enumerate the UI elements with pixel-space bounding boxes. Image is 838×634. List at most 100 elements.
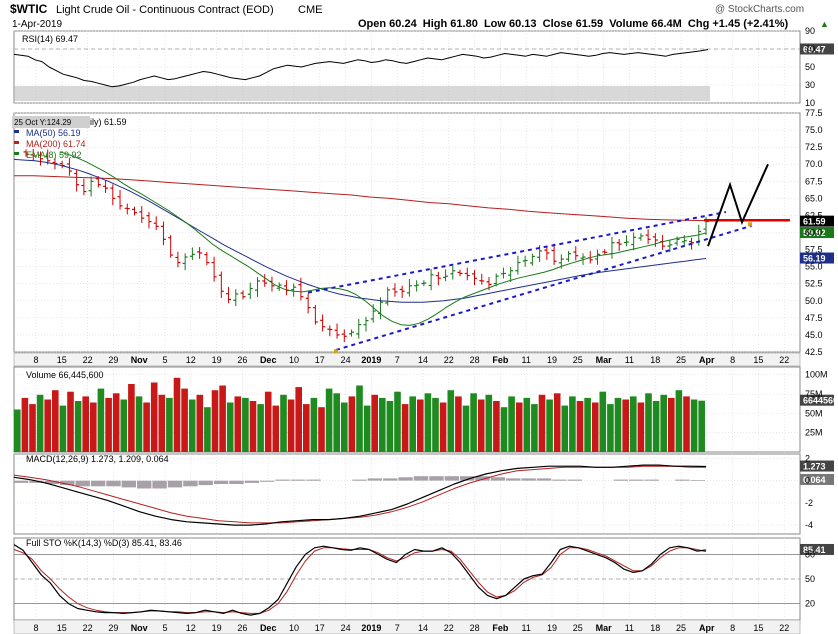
volume-bar	[97, 388, 105, 452]
y-tick-label-vol: 75M	[805, 389, 823, 399]
macd-histogram-bar	[75, 480, 90, 487]
macd-histogram-bar	[567, 479, 582, 481]
volume-bar	[439, 402, 447, 452]
x-tick-label-top: 7	[395, 355, 400, 365]
y-tick-label-macd: -4	[805, 520, 813, 530]
y-tick-label-macd: -2	[805, 498, 813, 508]
volume-bar	[614, 397, 622, 452]
ma50-value-label: 56.19	[803, 254, 826, 264]
ma50-swatch	[14, 130, 19, 133]
projected-path	[707, 163, 769, 247]
volume-bar	[128, 384, 135, 452]
macd-histogram-bar	[275, 479, 290, 481]
macd-histogram-bar	[690, 480, 705, 481]
macd-line	[13, 464, 707, 526]
sto-k-line	[13, 544, 707, 616]
panel-frame-macd	[13, 453, 801, 535]
macd-histogram-bar	[260, 480, 275, 482]
volume-value-label-box	[800, 394, 834, 406]
volume-bar	[249, 401, 257, 452]
volume-bar	[630, 396, 637, 452]
volume-bar	[569, 396, 576, 452]
volume-bar	[287, 399, 295, 452]
macd-histogram-bar	[183, 480, 198, 487]
volume-bar	[652, 401, 660, 452]
macd-histogram-bar	[444, 476, 459, 481]
upper-trendline	[307, 211, 727, 294]
volume-bar	[29, 404, 36, 452]
macd-histogram-bar	[629, 479, 644, 481]
macd-histogram-bar	[14, 480, 29, 483]
volume-bar	[74, 401, 82, 452]
rsi-legend: RSI(14) 69.47	[22, 34, 78, 44]
volume-bar	[508, 396, 515, 452]
volume-bar	[645, 393, 652, 452]
volume-bar	[424, 393, 432, 452]
volume-bar	[523, 397, 531, 452]
x-tick-label-bottom: 7	[395, 623, 400, 633]
macd-histogram-bar	[552, 479, 567, 481]
macd-histogram-bar	[60, 480, 75, 486]
y-tick-label-rsi: 90	[805, 26, 815, 36]
date-tooltip-box	[12, 116, 90, 128]
stockcharts-watermark: @ StockCharts.com	[715, 4, 804, 15]
ema8-line	[59, 151, 707, 326]
ema8-legend: EMA(8) 59.92	[26, 150, 82, 160]
volume-bar	[204, 407, 211, 452]
volume-panel: Volume 66,445,600 66445600	[14, 370, 838, 452]
x-tick-label-bottom: 19	[547, 623, 557, 633]
sto-value-label-box	[800, 543, 834, 555]
x-tick-label-top: 2019	[361, 355, 381, 365]
ma50-legend: MA(50) 56.19	[26, 128, 81, 138]
x-tick-label-top: 24	[341, 355, 351, 365]
instrument-name: Light Crude Oil - Continuous Contract (E…	[56, 4, 274, 16]
x-tick-label-bottom: Apr	[699, 623, 715, 633]
x-tick-label-top: 22	[83, 355, 93, 365]
volume-bar	[607, 404, 614, 452]
volume-bar	[280, 394, 287, 452]
x-tick-label-top: Apr	[699, 355, 715, 365]
volume-bar	[90, 402, 97, 452]
y-tick-label-macd: 2	[805, 453, 810, 463]
x-tick-label-bottom: 17	[315, 623, 325, 633]
macd-histogram-bar	[644, 479, 659, 481]
volume-bar	[59, 405, 67, 452]
y-tick-label-price: 52.5	[805, 279, 823, 289]
volume-bar	[36, 394, 44, 452]
volume-bar	[531, 404, 538, 452]
y-tick-label-price: 45.0	[805, 330, 823, 340]
volume-legend: Volume 66,445,600	[26, 370, 104, 380]
macd-histogram-bar	[229, 480, 244, 484]
date-strip-bottom	[13, 619, 801, 634]
volume-bar	[181, 388, 188, 452]
chart-date: 1-Apr-2019	[12, 19, 62, 30]
x-tick-label-top: 26	[237, 355, 247, 365]
volume-bar	[417, 399, 424, 452]
symbol-title: $WTIC	[10, 2, 48, 16]
low-marker	[334, 349, 338, 354]
x-tick-label-bottom: 26	[237, 623, 247, 633]
up-arrow-icon: ▲	[820, 19, 829, 29]
volume-bar	[447, 390, 455, 452]
volume-bar	[234, 396, 242, 452]
x-tick-label-top: Dec	[260, 355, 277, 365]
volume-bar	[409, 396, 416, 452]
macd-histogram-bar	[90, 480, 106, 487]
rsi-line	[13, 49, 709, 88]
x-tick-label-bottom: 25	[676, 623, 686, 633]
x-tick-label-bottom: 11	[625, 623, 634, 633]
y-tick-label-price: 62.5	[805, 210, 823, 220]
volume-bar	[348, 396, 356, 452]
x-tick-label-bottom: 11	[522, 623, 531, 633]
volume-bar	[599, 391, 607, 452]
volume-bar	[226, 402, 234, 452]
ma50-value-label-box	[800, 252, 834, 264]
x-tick-label-bottom: 14	[418, 623, 428, 633]
y-tick-label-price: 42.5	[805, 347, 823, 357]
x-tick-label-top: 22	[444, 355, 454, 365]
x-tick-label-top: 17	[315, 355, 325, 365]
macd-histogram-bar	[490, 477, 506, 481]
x-tick-label-bottom: 29	[108, 623, 118, 633]
